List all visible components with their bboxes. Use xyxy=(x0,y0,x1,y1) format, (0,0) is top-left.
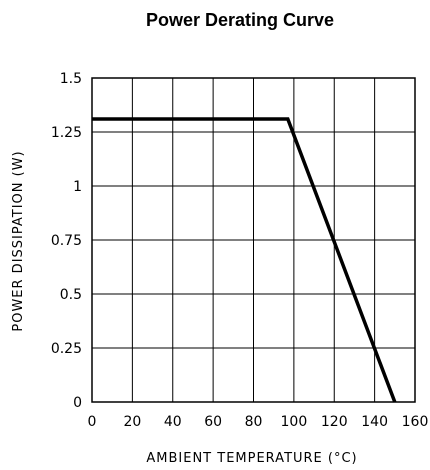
series-layer xyxy=(92,117,397,403)
x-tick-label: 160 xyxy=(402,414,429,430)
y-tick-label: 1.25 xyxy=(51,125,82,141)
x-tick-label: 100 xyxy=(281,414,308,430)
x-tick-label: 120 xyxy=(321,414,348,430)
series-line-0 xyxy=(92,117,397,403)
x-tick-label: 20 xyxy=(123,414,141,430)
x-axis-label: AMBIENT TEMPERATURE (°C) xyxy=(146,451,357,466)
y-tick-label: 1.5 xyxy=(60,71,82,87)
y-tick-label: 0.5 xyxy=(60,287,82,303)
x-axis-ticks: 0 20 40 60 80 100 120 140 160 xyxy=(88,414,429,430)
x-tick-label: 140 xyxy=(361,414,388,430)
y-tick-label: 1 xyxy=(73,179,82,195)
chart-title: Power Derating Curve xyxy=(146,10,334,30)
y-tick-label: 0 xyxy=(73,395,82,411)
y-tick-label: 0.25 xyxy=(51,341,82,357)
y-axis-ticks: 0 0.25 0.5 0.75 1 1.25 1.5 xyxy=(51,71,82,411)
x-tick-label: 80 xyxy=(245,414,263,430)
plot-frame xyxy=(91,77,416,403)
x-tick-label: 60 xyxy=(204,414,222,430)
y-tick-label: 0.75 xyxy=(51,233,82,249)
x-tick-label: 40 xyxy=(164,414,182,430)
y-axis-label: POWER DISSIPATION (W) xyxy=(11,150,26,331)
x-tick-label: 0 xyxy=(88,414,97,430)
grid xyxy=(91,77,416,403)
